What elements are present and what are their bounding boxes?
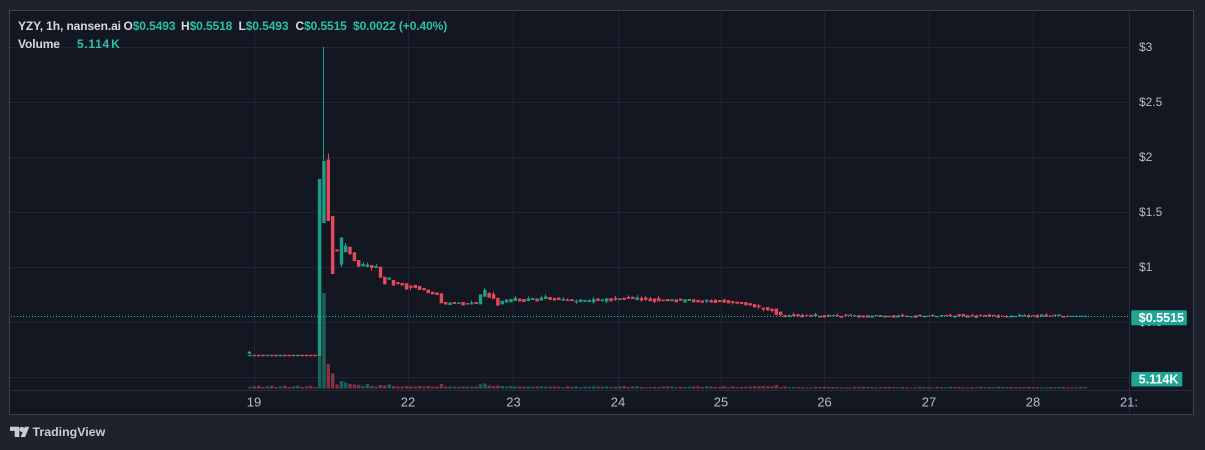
svg-text:C$0.5515: C$0.5515 [296, 19, 348, 33]
svg-text:H$0.5518: H$0.5518 [181, 19, 233, 33]
svg-text:$0.0022 (+0.40%): $0.0022 (+0.40%) [353, 19, 447, 33]
svg-text:$1.5: $1.5 [1139, 205, 1163, 219]
svg-text:21:: 21: [1120, 395, 1138, 410]
svg-text:$2.5: $2.5 [1139, 95, 1163, 109]
svg-text:L$0.5493: L$0.5493 [239, 19, 289, 33]
svg-text:$3: $3 [1139, 40, 1153, 54]
svg-text:5.114K: 5.114K [77, 37, 120, 51]
svg-text:5.114K: 5.114K [1139, 372, 1179, 386]
svg-text:O$0.5493: O$0.5493 [124, 19, 176, 33]
svg-text:$1: $1 [1139, 260, 1153, 274]
svg-text:YZY, 1h, nansen.ai: YZY, 1h, nansen.ai [18, 19, 121, 33]
svg-text:Volume: Volume [18, 37, 60, 51]
svg-text:$0.5515: $0.5515 [1139, 311, 1184, 325]
svg-text:19: 19 [247, 395, 261, 410]
svg-text:TradingView: TradingView [33, 425, 106, 439]
svg-text:25: 25 [714, 395, 728, 410]
svg-text:27: 27 [922, 395, 936, 410]
svg-text:24: 24 [611, 395, 625, 410]
svg-text:28: 28 [1026, 395, 1040, 410]
svg-text:23: 23 [506, 395, 520, 410]
svg-text:$2: $2 [1139, 150, 1153, 164]
svg-text:22: 22 [401, 395, 415, 410]
svg-text:26: 26 [817, 395, 831, 410]
